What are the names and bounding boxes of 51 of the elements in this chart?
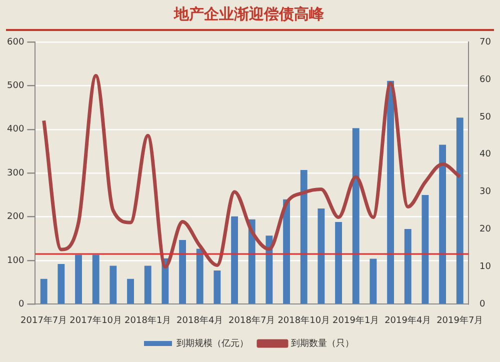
bar bbox=[266, 236, 273, 304]
bar bbox=[127, 278, 134, 304]
y-tick-label: 200 bbox=[6, 212, 24, 222]
y-tick-label: 400 bbox=[6, 124, 24, 135]
y2-tick-label: 10 bbox=[480, 262, 492, 272]
bar bbox=[58, 264, 65, 304]
x-tick-label: 2019年1月 bbox=[332, 314, 380, 326]
legend-label: 到期规模（亿元） bbox=[176, 338, 248, 349]
bar bbox=[439, 144, 446, 304]
bar bbox=[283, 199, 290, 304]
bar bbox=[92, 254, 100, 304]
x-tick-label: 2018年4月 bbox=[176, 314, 224, 326]
x-tick-label: 2018年1月 bbox=[124, 314, 172, 326]
bar bbox=[300, 170, 308, 304]
x-tick-label: 2019年7月 bbox=[436, 314, 484, 326]
x-tick-label: 2018年10月 bbox=[278, 314, 330, 326]
y-tick-label: 100 bbox=[6, 256, 24, 266]
x-tick-label: 2018年7月 bbox=[228, 314, 276, 326]
x-tick-label: 2019年4月 bbox=[384, 314, 432, 326]
bar bbox=[75, 254, 82, 304]
x-tick-label: 2017年10月 bbox=[70, 314, 122, 326]
x-tick-label: 2017年7月 bbox=[20, 314, 68, 326]
bar bbox=[144, 266, 152, 304]
y-tick-label: 300 bbox=[6, 168, 24, 178]
bar bbox=[214, 270, 221, 304]
bar bbox=[404, 229, 412, 304]
bar bbox=[422, 194, 429, 304]
bar bbox=[196, 248, 204, 304]
y-tick-label: 600 bbox=[6, 37, 24, 48]
legend-label: 到期数量（只） bbox=[291, 338, 354, 349]
line-series bbox=[42, 74, 462, 268]
bar bbox=[40, 278, 48, 304]
bar bbox=[352, 128, 360, 304]
y-tick-label: 500 bbox=[6, 81, 24, 92]
chart-title: 地产企业渐迎偿债高峰 bbox=[173, 4, 325, 23]
bar bbox=[456, 118, 464, 304]
y2-tick-label: 30 bbox=[480, 187, 492, 198]
bar bbox=[110, 266, 117, 304]
bar bbox=[370, 258, 377, 304]
bar bbox=[387, 80, 394, 304]
y2-tick-label: 0 bbox=[480, 300, 486, 310]
y2-tick-label: 20 bbox=[480, 224, 492, 235]
y2-tick-label: 50 bbox=[480, 112, 492, 122]
bar bbox=[335, 222, 342, 304]
y2-tick-label: 70 bbox=[480, 37, 492, 48]
y-tick-label: 0 bbox=[18, 300, 24, 310]
bar bbox=[318, 208, 325, 304]
bar bbox=[231, 216, 238, 304]
y2-tick-label: 40 bbox=[480, 150, 492, 160]
bar bbox=[179, 240, 186, 304]
y2-tick-label: 60 bbox=[480, 74, 492, 85]
